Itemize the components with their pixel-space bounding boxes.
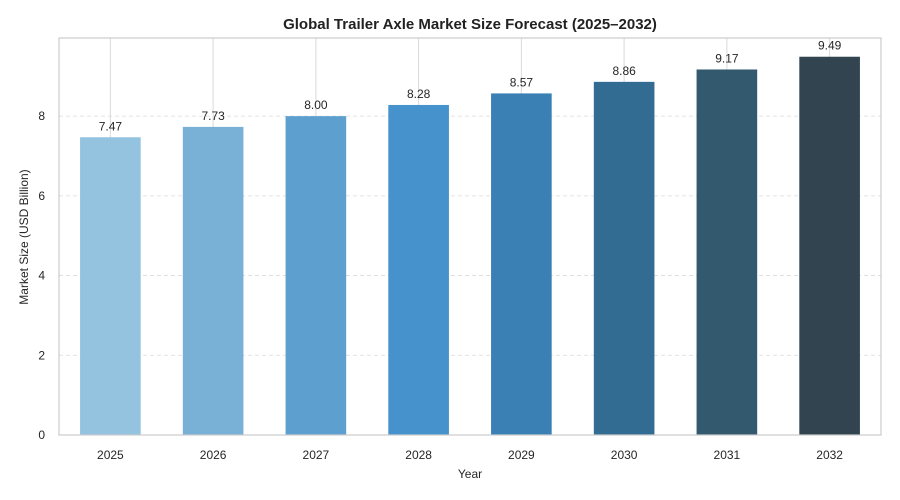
x-axis-label: Year bbox=[458, 467, 482, 481]
bar-2032 bbox=[799, 56, 860, 435]
grid bbox=[59, 38, 881, 435]
y-tick-label: 4 bbox=[38, 269, 45, 283]
bar-2027 bbox=[285, 116, 347, 435]
data-label: 8.00 bbox=[304, 98, 328, 112]
x-tick-label: 2030 bbox=[611, 448, 638, 462]
data-label: 9.17 bbox=[715, 51, 739, 65]
data-labels: 7.47 7.73 8.00 8.28 8.57 8.86 9.17 9.49 bbox=[99, 39, 842, 134]
y-axis-ticks: 0 2 4 6 8 bbox=[38, 109, 45, 442]
data-label: 7.47 bbox=[99, 119, 123, 133]
chart-title: Global Trailer Axle Market Size Forecast… bbox=[283, 16, 657, 33]
data-label: 9.49 bbox=[818, 39, 842, 53]
x-tick-label: 2031 bbox=[714, 448, 741, 462]
plot-frame bbox=[58, 37, 882, 436]
bars bbox=[80, 56, 860, 436]
bar-2026 bbox=[182, 126, 244, 436]
data-label: 8.28 bbox=[407, 87, 431, 101]
y-tick-label: 8 bbox=[38, 109, 45, 123]
y-tick-label: 6 bbox=[38, 189, 45, 203]
data-label: 8.86 bbox=[612, 64, 636, 78]
x-tick-label: 2027 bbox=[303, 448, 330, 462]
y-tick-label: 0 bbox=[38, 428, 45, 442]
y-tick-label: 2 bbox=[38, 348, 45, 362]
bar-2031 bbox=[696, 69, 758, 435]
x-tick-label: 2026 bbox=[200, 448, 227, 462]
x-tick-label: 2025 bbox=[97, 448, 124, 462]
x-tick-label: 2032 bbox=[816, 448, 843, 462]
bar-2028 bbox=[388, 104, 449, 435]
x-tick-label: 2028 bbox=[405, 448, 432, 462]
data-label: 8.57 bbox=[510, 75, 534, 89]
x-tick-label: 2029 bbox=[508, 448, 535, 462]
x-axis-ticks: 2025 2026 2027 2028 2029 2030 2031 2032 bbox=[97, 448, 843, 462]
bar-2030 bbox=[593, 81, 655, 435]
y-axis-label: Market Size (USD Billion) bbox=[17, 169, 31, 304]
bar-2025 bbox=[80, 137, 141, 435]
data-label: 7.73 bbox=[201, 109, 225, 123]
bar-2029 bbox=[491, 93, 552, 436]
